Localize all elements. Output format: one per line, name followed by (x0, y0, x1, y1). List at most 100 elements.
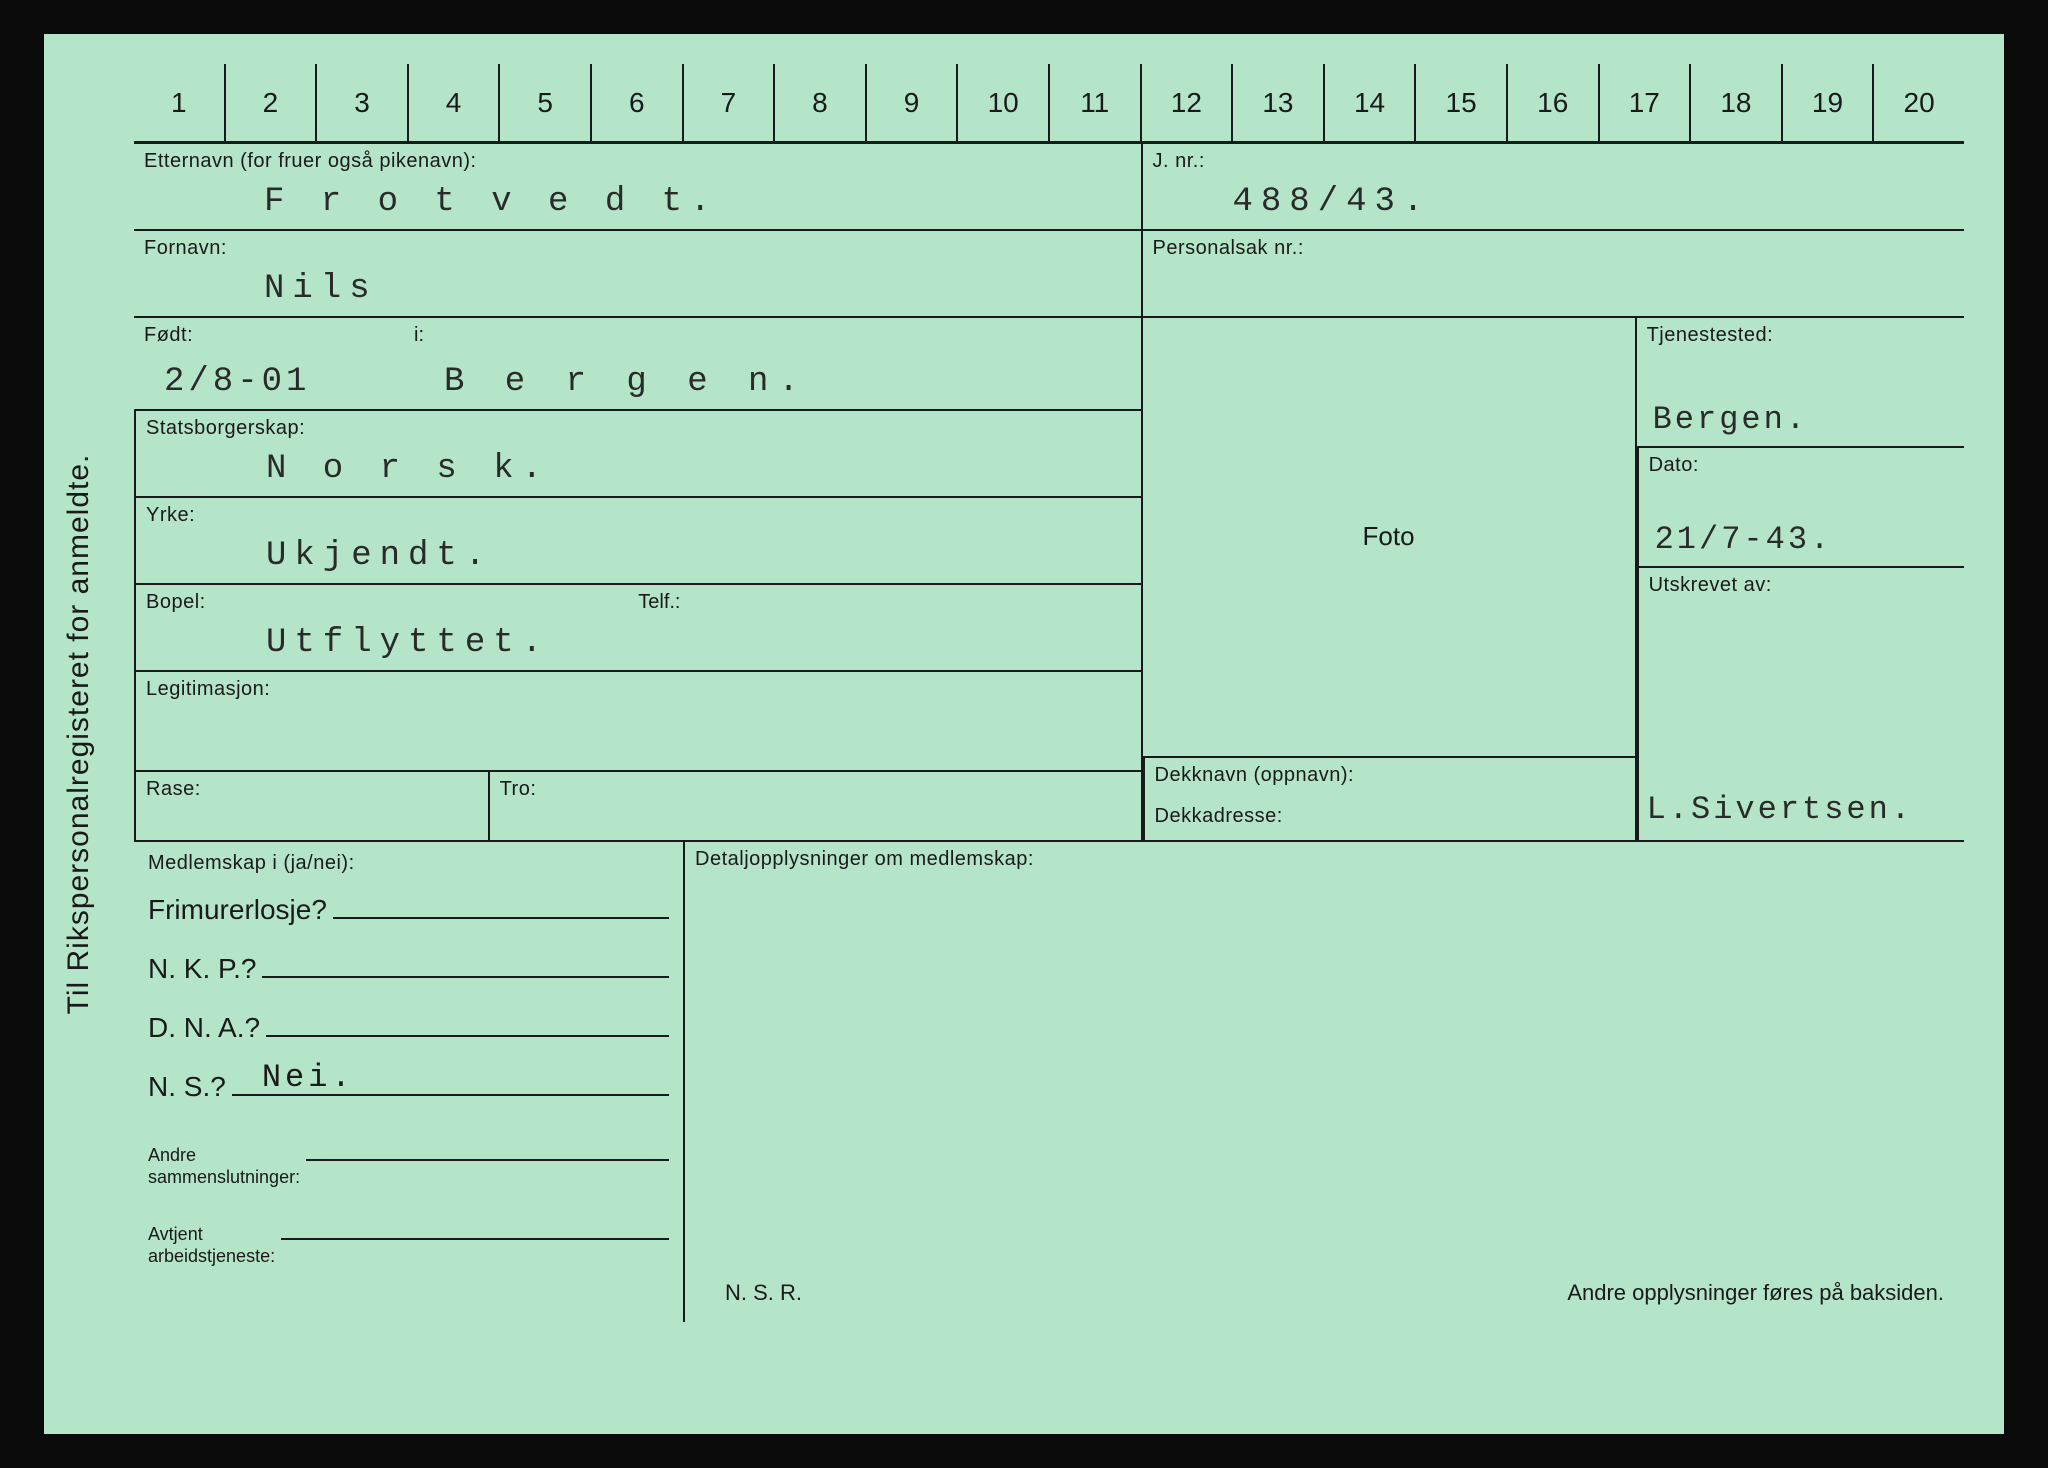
fornavn-value: Nils (144, 264, 1131, 308)
ruler-cell: 14 (1323, 64, 1415, 141)
andre-blank (306, 1133, 669, 1161)
cell-dekknavn: Dekknavn (oppnavn): Dekkadresse: (1143, 758, 1635, 842)
jnr-value: 488/43. (1153, 177, 1955, 221)
cell-etternavn: Etternavn (for fruer også pikenavn): F r… (134, 144, 1141, 229)
utskrevet-label: Utskrevet av: (1649, 574, 1954, 597)
detail-label: Detaljopplysninger om medlemskap: (695, 848, 1954, 871)
dna-label: D. N. A.? (148, 1012, 260, 1044)
fodt-i-value: B e r g e n. (424, 357, 809, 401)
ruler-cell: 5 (498, 64, 590, 141)
ns-label: N. S.? (148, 1071, 226, 1103)
ns-value: Nei. (262, 1059, 355, 1096)
foto-label: Foto (1363, 521, 1415, 552)
ruler-cell: 1 (134, 64, 224, 141)
ruler-cell: 19 (1781, 64, 1873, 141)
etternavn-value: F r o t v e d t. (144, 177, 1131, 221)
row-bottom: Medlemskap i (ja/nei): Frimurerlosje? N.… (134, 842, 1964, 1322)
cell-yrke: Yrke: Ukjendt. (134, 498, 1141, 585)
fodt-label: Født: (144, 324, 1131, 347)
ruler-cell: 4 (407, 64, 499, 141)
avtjent-blank (281, 1212, 669, 1240)
membership-header: Medlemskap i (ja/nei): (148, 852, 669, 875)
form-grid: Etternavn (for fruer også pikenavn): F r… (134, 144, 1964, 1322)
ruler-cell: 17 (1598, 64, 1690, 141)
cell-membership: Medlemskap i (ja/nei): Frimurerlosje? N.… (134, 842, 683, 1322)
ruler-cell: 13 (1231, 64, 1323, 141)
line-dna: D. N. A.? (148, 1009, 669, 1044)
cell-personalsak: Personalsak nr.: (1141, 231, 1965, 316)
yrke-value: Ukjendt. (146, 531, 1131, 575)
ruler-cell: 18 (1689, 64, 1781, 141)
vertical-title: Til Rikspersonalregisteret for anmeldte. (62, 454, 96, 1015)
registration-card: Til Rikspersonalregisteret for anmeldte.… (44, 34, 2004, 1434)
ruler-cell: 2 (224, 64, 316, 141)
cell-dato: Dato: 21/7-43. (1637, 448, 1964, 568)
foto-column: Foto Dekknavn (oppnavn): Dekkadresse: (1141, 318, 1635, 842)
personalsak-label: Personalsak nr.: (1153, 237, 1955, 260)
ruler-cell: 15 (1414, 64, 1506, 141)
line-frimurer: Frimurerlosje? (148, 891, 669, 926)
dna-blank (266, 1009, 669, 1037)
dato-value: 21/7-43. (1649, 481, 1954, 558)
ruler-cell: 7 (682, 64, 774, 141)
cell-rase-tro: Rase: Tro: (134, 772, 1141, 842)
personalsak-value (1153, 264, 1955, 270)
ruler-cell: 8 (773, 64, 865, 141)
cell-legitimasjon: Legitimasjon: (134, 672, 1141, 772)
frimurer-label: Frimurerlosje? (148, 894, 327, 926)
row-middle-block: Født: i: 2/8-01 B e r g e n. Statsborger… (134, 318, 1964, 842)
cell-tro: Tro: (488, 772, 1141, 840)
ruler-cell: 3 (315, 64, 407, 141)
cell-bopel: Bopel: Telf.: Utflyttet. (134, 585, 1141, 672)
cell-rase: Rase: (136, 772, 488, 840)
tjenestested-value: Bergen. (1647, 351, 1954, 438)
ruler-cell: 16 (1506, 64, 1598, 141)
tro-label: Tro: (500, 778, 1131, 801)
legitimasjon-value (146, 705, 1131, 711)
cell-tjenestested: Tjenestested: Bergen. (1637, 318, 1964, 448)
statsborgerskap-value: N o r s k. (146, 444, 1131, 488)
dekknavn-label: Dekknavn (oppnavn): (1155, 764, 1625, 787)
cell-details: Detaljopplysninger om medlemskap: N. S. … (683, 842, 1964, 1322)
fodt-i-label: i: (414, 324, 424, 347)
line-ns: N. S.? Nei. (148, 1068, 669, 1103)
dato-label: Dato: (1649, 454, 1954, 477)
row-surname: Etternavn (for fruer også pikenavn): F r… (134, 144, 1964, 231)
jnr-label: J. nr.: (1153, 150, 1955, 173)
bopel-value: Utflyttet. (146, 618, 1131, 662)
left-stack: Født: i: 2/8-01 B e r g e n. Statsborger… (134, 318, 1141, 842)
yrke-label: Yrke: (146, 504, 1131, 527)
fornavn-label: Fornavn: (144, 237, 1131, 260)
row-fornavn: Fornavn: Nils Personalsak nr.: (134, 231, 1964, 318)
avtjent-label: Avtjent arbeidstjeneste: (148, 1224, 275, 1267)
number-ruler: 1 2 3 4 5 6 7 8 9 10 11 12 13 14 15 16 1… (134, 64, 1964, 144)
cell-utskrevet: Utskrevet av: L.Sivertsen. (1637, 568, 1964, 842)
tjenestested-label: Tjenestested: (1647, 324, 1954, 347)
right-column: Tjenestested: Bergen. Dato: 21/7-43. Uts… (1635, 318, 1964, 842)
ruler-cell: 11 (1048, 64, 1140, 141)
etternavn-label: Etternavn (for fruer også pikenavn): (144, 150, 1131, 173)
ruler-cell: 6 (590, 64, 682, 141)
nkp-label: N. K. P.? (148, 953, 256, 985)
line-andre: Andre sammenslutninger: (148, 1133, 669, 1188)
line-avtjent: Avtjent arbeidstjeneste: (148, 1212, 669, 1267)
line-nkp: N. K. P.? (148, 950, 669, 985)
nkp-blank (262, 950, 669, 978)
fodt-value: 2/8-01 (144, 357, 424, 401)
ruler-cell: 9 (865, 64, 957, 141)
ruler-cell: 20 (1872, 64, 1964, 141)
frimurer-blank (333, 891, 669, 919)
dekkadresse-label: Dekkadresse: (1155, 805, 1625, 828)
statsborgerskap-label: Statsborgerskap: (146, 417, 1131, 440)
ruler-cell: 12 (1140, 64, 1232, 141)
cell-fodt: Født: i: 2/8-01 B e r g e n. (134, 318, 1141, 411)
cell-statsborgerskap: Statsborgerskap: N o r s k. (134, 411, 1141, 498)
cell-fornavn: Fornavn: Nils (134, 231, 1141, 316)
rase-label: Rase: (146, 778, 478, 801)
ruler-cell: 10 (956, 64, 1048, 141)
telf-label: Telf.: (638, 591, 680, 614)
footer-baksiden: Andre opplysninger føres på baksiden. (1567, 1280, 1944, 1306)
footer-nsr: N. S. R. (725, 1280, 802, 1306)
cell-jnr: J. nr.: 488/43. (1141, 144, 1965, 229)
cell-foto: Foto (1143, 318, 1635, 758)
